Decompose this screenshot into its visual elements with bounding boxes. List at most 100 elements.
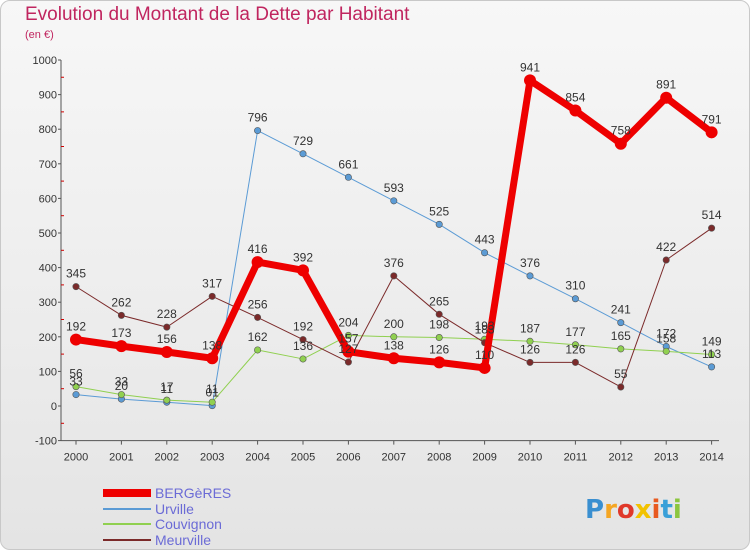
y-tick-label: 200	[39, 332, 57, 344]
data-label: 422	[656, 240, 676, 254]
data-label: 416	[248, 242, 268, 256]
x-tick-label: 2007	[382, 452, 406, 464]
data-point	[435, 310, 443, 318]
data-label: 204	[338, 315, 358, 329]
data-label: 317	[202, 276, 222, 290]
data-point	[708, 224, 716, 232]
x-tick-label: 2000	[64, 452, 88, 464]
data-label: 241	[611, 303, 631, 317]
data-point	[206, 352, 219, 365]
x-tick-label: 2011	[564, 452, 588, 464]
legend-label: Couvignon	[155, 516, 222, 532]
data-label: 262	[111, 295, 131, 309]
data-label: 514	[702, 208, 722, 222]
data-point	[571, 341, 579, 349]
legend-label: Meurville	[155, 532, 211, 548]
x-tick-label: 2001	[109, 452, 133, 464]
data-point	[571, 295, 579, 303]
data-label: 183	[475, 323, 495, 337]
data-label: 177	[565, 325, 585, 339]
proxiti-logo: Proxiti	[585, 495, 682, 525]
data-label: 11	[161, 382, 174, 396]
data-point	[208, 292, 216, 300]
y-tick-label: 100	[39, 366, 57, 378]
y-tick-label: 500	[39, 228, 57, 240]
data-label: 01	[206, 386, 220, 400]
data-label: 165	[611, 329, 631, 343]
data-point	[435, 220, 443, 228]
x-tick-label: 2010	[518, 452, 542, 464]
data-point	[163, 323, 171, 331]
data-point	[617, 345, 625, 353]
data-label: 126	[565, 342, 585, 356]
data-point	[72, 391, 80, 399]
y-tick-label: 0	[51, 401, 57, 413]
x-tick-label: 2008	[427, 452, 451, 464]
x-tick-label: 2004	[245, 452, 269, 464]
data-point	[117, 311, 125, 319]
data-point	[524, 74, 536, 87]
data-label: 113	[702, 347, 721, 361]
y-tick-label: 900	[39, 90, 57, 102]
data-label: 525	[429, 204, 449, 218]
data-point	[614, 137, 627, 150]
data-point	[297, 264, 309, 277]
data-point	[208, 398, 216, 406]
x-tick-label: 2002	[155, 452, 179, 464]
data-point	[117, 391, 125, 399]
data-point	[526, 272, 534, 280]
data-point	[299, 355, 307, 363]
x-tick-label: 2009	[472, 452, 496, 464]
x-tick-label: 2013	[654, 452, 678, 464]
data-point	[390, 333, 398, 341]
data-label: 729	[293, 134, 313, 148]
data-label: 376	[384, 256, 404, 270]
x-tick-label: 2003	[200, 452, 224, 464]
data-point	[387, 352, 400, 365]
data-label: 192	[293, 320, 313, 334]
data-point	[569, 104, 582, 117]
data-label: 127	[338, 342, 358, 356]
data-label: 198	[429, 317, 449, 331]
data-label: 17	[160, 380, 174, 394]
data-point	[390, 272, 398, 280]
data-point	[72, 383, 80, 391]
data-point	[70, 333, 82, 346]
data-point	[662, 347, 670, 355]
data-label: 157	[338, 332, 358, 346]
data-point	[435, 333, 443, 341]
data-label: 55	[614, 367, 628, 381]
chart-subtitle: (en €)	[25, 29, 54, 41]
data-label: 228	[157, 307, 177, 321]
y-tick-label: 300	[39, 297, 57, 309]
data-point	[571, 358, 579, 366]
y-tick-label: 1000	[33, 55, 57, 67]
data-label: 172	[656, 326, 676, 340]
data-point	[299, 150, 307, 158]
data-point	[708, 363, 716, 371]
data-point	[72, 283, 80, 291]
data-label: 310	[565, 279, 585, 293]
data-point	[617, 383, 625, 391]
data-label: 11	[206, 382, 219, 396]
x-tick-label: 2006	[336, 452, 360, 464]
data-label: 796	[248, 111, 268, 125]
data-point	[662, 256, 670, 264]
data-point	[433, 356, 446, 369]
data-label: 110	[475, 348, 494, 362]
data-label: 173	[111, 326, 131, 340]
data-point	[299, 336, 307, 344]
data-label: 192	[66, 320, 86, 334]
data-label: 193	[475, 319, 495, 333]
data-label: 200	[384, 317, 404, 331]
data-label: 162	[248, 330, 268, 344]
x-tick-label: 2012	[609, 452, 633, 464]
data-point	[254, 313, 262, 321]
data-label: 158	[656, 331, 676, 345]
data-label: 758	[611, 124, 631, 138]
data-label: 661	[338, 157, 358, 171]
data-point	[254, 127, 262, 135]
data-label: 265	[429, 294, 449, 308]
y-tick-label: 700	[39, 159, 57, 171]
